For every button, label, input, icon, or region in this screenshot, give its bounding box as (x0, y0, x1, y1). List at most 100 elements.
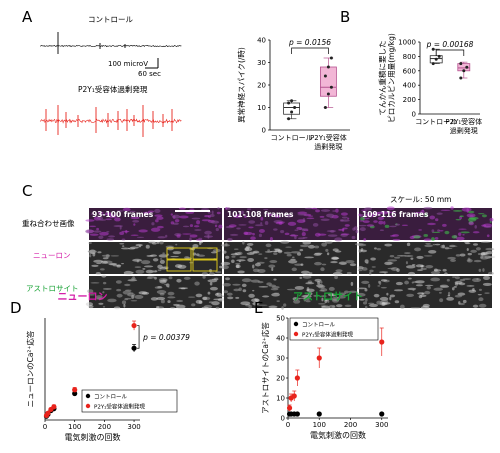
micrograph-speckle (155, 219, 159, 223)
micrograph-speckle (424, 284, 434, 287)
trace-label-control: コントロール (88, 15, 133, 24)
micrograph-speckle (307, 292, 313, 296)
micrograph-speckle (225, 242, 228, 247)
micrograph-speckle (295, 297, 301, 300)
micrograph-speckle (135, 269, 145, 274)
micrograph-speckle (242, 241, 245, 245)
micrograph-speckle (157, 225, 164, 229)
micrograph-speckle (123, 303, 126, 308)
micrograph-speckle (171, 214, 180, 219)
micrograph-speckle (178, 207, 186, 210)
micrograph-speckle (313, 253, 322, 256)
micrograph-speckle (173, 303, 180, 307)
micrograph-speckle (172, 251, 182, 255)
micrograph-speckle (134, 294, 144, 300)
micrograph-speckle (122, 207, 131, 212)
micrograph-speckle (189, 237, 192, 242)
micrograph-speckle (417, 292, 425, 295)
micrograph-speckle (458, 228, 467, 230)
micrograph-speckle (420, 267, 427, 271)
micrograph-speckle (438, 291, 442, 294)
box-point (329, 85, 333, 89)
x-axis-label: 電気刺激の回数 (310, 430, 366, 440)
micrograph-speckle (291, 256, 295, 258)
micrograph-speckle (380, 279, 388, 282)
micrograph-speckle (482, 282, 492, 287)
micrograph-speckle (273, 214, 280, 218)
micrograph-speckle (356, 292, 366, 297)
micrograph-speckle (100, 260, 108, 264)
micrograph-speckle (468, 221, 474, 226)
micrograph-speckle (475, 247, 481, 251)
micrograph-speckle (423, 234, 429, 237)
micrograph-speckle (267, 249, 271, 252)
micrograph-speckle (89, 233, 99, 236)
micrograph-speckle (158, 254, 168, 258)
micrograph-speckle (182, 225, 190, 228)
micrograph-speckle (421, 209, 425, 212)
micrograph-speckle (387, 267, 395, 270)
micrograph-speckle (420, 210, 425, 214)
micrograph-speckle (437, 229, 440, 232)
micrograph-speckle (260, 216, 264, 221)
micrograph-speckle (270, 288, 279, 291)
micrograph-speckle (407, 287, 417, 291)
y-axis-label: アストロサイトのCa²⁺応答 (260, 322, 270, 414)
micrograph-speckle (134, 266, 142, 268)
micrograph-speckle (155, 306, 160, 309)
legend-label: コントロール (94, 394, 128, 401)
micrograph-speckle (446, 278, 450, 282)
micrograph-speckle (88, 242, 92, 244)
micrograph-speckle (454, 294, 463, 298)
micrograph-speckle (182, 233, 192, 235)
micrograph-speckle (215, 227, 219, 232)
micrograph-speckle (202, 296, 208, 301)
significance-bracket (435, 49, 465, 56)
micrograph-speckle (174, 219, 180, 223)
micrograph-speckle (329, 304, 336, 308)
data-point (72, 387, 78, 393)
micrograph-speckle (286, 253, 292, 257)
micrograph-speckle (365, 261, 369, 264)
micrograph-speckle (392, 238, 401, 241)
micrograph-speckle (431, 231, 441, 234)
data-point (379, 339, 385, 345)
micrograph-speckle (301, 232, 306, 237)
micrograph-speckle (191, 217, 201, 220)
micrograph-speckle (251, 298, 260, 303)
micrograph-speckle (179, 215, 189, 219)
micrograph-speckle (283, 251, 292, 255)
micrograph-speckle (88, 294, 96, 296)
box-point (290, 99, 294, 103)
micrograph-speckle (324, 241, 333, 244)
micrograph-speckle (195, 238, 203, 241)
micrograph-speckle (455, 218, 462, 221)
micrograph-speckle (98, 219, 107, 221)
micrograph-speckle (440, 209, 451, 211)
micrograph-speckle (435, 218, 439, 222)
micrograph-speckle (154, 208, 161, 214)
micrograph-speckle (258, 253, 263, 255)
micrograph-speckle (335, 304, 343, 308)
micrograph-speckle (185, 211, 195, 214)
data-point (294, 411, 300, 417)
micrograph-speckle (431, 237, 435, 242)
micrograph-speckle (265, 243, 272, 248)
micrograph-speckle (401, 224, 409, 227)
micrograph-speckle (393, 256, 401, 259)
micrograph-speckle (396, 268, 400, 272)
micrograph-speckle (308, 272, 313, 274)
micrograph-speckle (326, 230, 337, 233)
micrograph-speckle (290, 258, 296, 261)
micrograph-speckle (349, 263, 357, 267)
row-label-neuron: ニューロン (33, 251, 71, 260)
micrograph-speckle (389, 296, 392, 301)
micrograph-speckle (422, 303, 430, 308)
micrograph-speckle (258, 233, 263, 238)
micrograph-speckle (332, 298, 340, 303)
micrograph-speckle (188, 296, 196, 298)
micrograph-speckle (348, 290, 358, 294)
micrograph-speckle (364, 305, 368, 309)
micrograph-speckle (145, 244, 150, 249)
x-tick-label: 200 (344, 421, 357, 429)
